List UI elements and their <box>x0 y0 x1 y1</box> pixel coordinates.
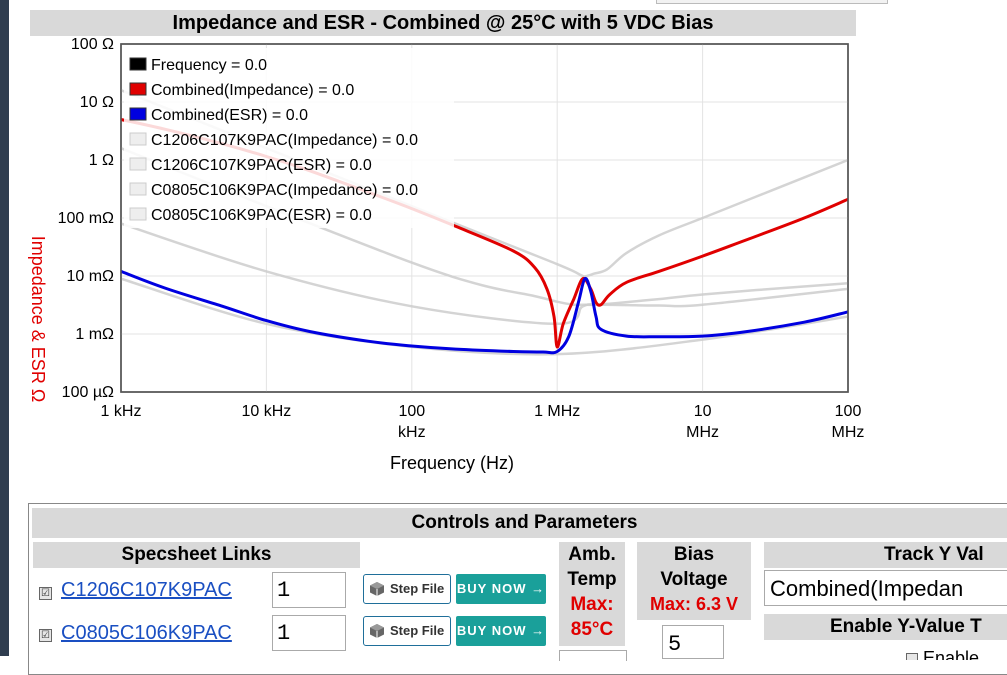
amb-temp-line1: Amb. <box>568 544 616 565</box>
legend-swatch[interactable] <box>129 207 147 221</box>
part1-step-file-button[interactable]: Step File <box>363 574 451 604</box>
controls-panel: Controls and Parameters Specsheet Links … <box>28 503 1007 675</box>
chart-title: Impedance and ESR - Combined @ 25°C with… <box>30 10 856 36</box>
track-y-select[interactable]: Combined(Impedan <box>764 570 1007 606</box>
legend-background <box>124 48 454 228</box>
enable-y-checkbox[interactable] <box>906 653 918 660</box>
series-layer <box>120 89 849 356</box>
amb-temp-max-line1: Max: <box>570 594 614 615</box>
legend-entry[interactable]: Combined(ESR) = 0.0 <box>151 107 308 124</box>
part2-qty-input[interactable]: 1 <box>272 615 346 651</box>
part1-link[interactable]: C1206C107K9PAC <box>61 579 232 601</box>
x-tick-label: 1 MHz <box>534 403 580 420</box>
part2-buy-now-button[interactable]: BUY NOW → <box>456 616 546 646</box>
amb-temp-max-line2: 85°C <box>570 619 614 640</box>
legend-swatch[interactable] <box>129 157 147 171</box>
legend-entry[interactable]: C1206C107K9PAC(Impedance) = 0.0 <box>151 132 418 149</box>
part2-step-file-button[interactable]: Step File <box>363 616 451 646</box>
part1-buy-now-button[interactable]: BUY NOW → <box>456 574 546 604</box>
legend-swatch[interactable] <box>129 57 147 71</box>
y-tick-label: 10 mΩ <box>66 268 114 285</box>
y-tick-label: 1 mΩ <box>75 326 114 343</box>
y-axis-label: Impedance & ESR Ω <box>28 236 48 403</box>
y-tick-label: 100 Ω <box>71 36 114 53</box>
legend-swatch[interactable] <box>129 182 147 196</box>
bias-voltage-input[interactable]: 5 <box>662 625 724 659</box>
legend-entry[interactable]: Frequency = 0.0 <box>151 57 267 74</box>
x-tick-label: 10 MHz <box>686 403 719 441</box>
track-y-header-label: Track Y Val <box>884 544 984 565</box>
legend-swatch[interactable] <box>129 107 147 121</box>
top-scroll-fragment <box>656 0 888 4</box>
step-file-label: Step File <box>390 581 445 596</box>
y-tick-label: 100 µΩ <box>62 384 114 401</box>
track-y-header: Track Y Val <box>764 542 1007 568</box>
bias-line2: Voltage <box>660 569 728 590</box>
legend-swatch[interactable] <box>129 132 147 146</box>
bias-max: Max: 6.3 V <box>649 594 739 614</box>
cube-icon <box>370 624 384 638</box>
chart-legend: Frequency = 0.0 Combined(Impedance) = 0.0… <box>124 48 454 228</box>
left-edge-bar <box>0 0 9 656</box>
plot-frame <box>120 43 849 393</box>
specsheet-header: Specsheet Links <box>33 542 360 568</box>
series-line-c1206c107k9pac-esr- <box>120 277 849 356</box>
legend-entry[interactable]: Combined(Impedance) = 0.0 <box>151 82 354 99</box>
x-axis-label: Frequency (Hz) <box>390 453 514 473</box>
x-tick-label: 10 kHz <box>242 403 292 420</box>
amb-temp-box: Amb. Temp Max: 85°C <box>559 542 625 646</box>
x-tick-label: 100 MHz <box>832 403 865 441</box>
bias-line1: Bias <box>673 544 715 565</box>
legend-entry[interactable]: C0805C106K9PAC(ESR) = 0.0 <box>151 207 372 224</box>
part2-checkbox[interactable]: ☑ <box>39 629 52 642</box>
step-file-label: Step File <box>390 623 445 638</box>
x-tick-label: 1 kHz <box>101 403 142 420</box>
enable-y-label: Enable <box>923 648 980 660</box>
cube-icon <box>370 582 384 596</box>
enable-y-row: Enable <box>906 648 979 660</box>
impedance-chart: 1 kHz 10 kHz 100 kHz 1 MHz 10 MHz 100 MHz 100 Ω 10… <box>28 36 865 473</box>
amb-temp-line2: Temp <box>567 569 617 590</box>
series-line-combined-esr- <box>120 269 849 355</box>
y-tick-label: 1 Ω <box>89 152 114 169</box>
y-tick-label: 10 Ω <box>80 94 114 111</box>
bias-voltage-box: Bias Voltage Max: 6.3 V <box>637 542 751 620</box>
enable-y-header: Enable Y-Value T <box>764 614 1007 640</box>
axis-ticks: 1 kHz 10 kHz 100 kHz 1 MHz 10 MHz 100 MHz 100 Ω 10… <box>58 36 865 441</box>
legend-entry[interactable]: C0805C106K9PAC(Impedance) = 0.0 <box>151 182 418 199</box>
series-line-c0805c106k9pac-esr- <box>120 222 849 326</box>
legend-entry[interactable]: C1206C107K9PAC(ESR) = 0.0 <box>151 157 372 174</box>
x-tick-label: 100 kHz <box>398 403 426 441</box>
controls-title: Controls and Parameters <box>32 508 1007 538</box>
series-line-c1206c107k9pac-impedance- <box>120 147 849 307</box>
y-tick-label: 100 mΩ <box>58 210 114 227</box>
part2-link[interactable]: C0805C106K9PAC <box>61 622 232 644</box>
part1-checkbox[interactable]: ☑ <box>39 587 52 600</box>
part1-qty-input[interactable]: 1 <box>272 572 346 608</box>
legend-swatch[interactable] <box>129 82 147 96</box>
